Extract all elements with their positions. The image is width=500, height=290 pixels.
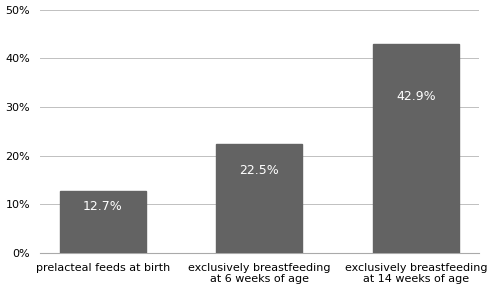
Bar (60, 191, 146, 253)
Text: 12.7%: 12.7% (83, 200, 123, 213)
Text: 42.9%: 42.9% (396, 90, 436, 103)
Text: 22.5%: 22.5% (240, 164, 280, 177)
Bar (373, 44, 459, 253)
Bar (216, 144, 302, 253)
